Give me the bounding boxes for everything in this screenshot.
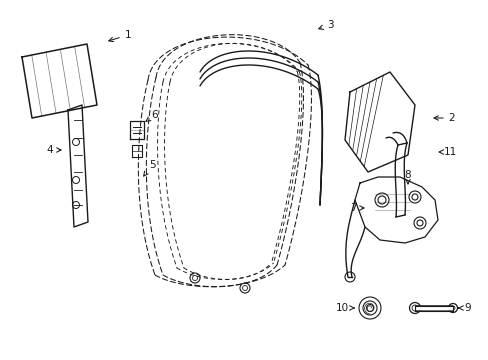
Text: 9: 9 [458, 303, 470, 313]
Text: 3: 3 [318, 20, 333, 30]
Text: 6: 6 [145, 110, 158, 121]
Text: 2: 2 [433, 113, 454, 123]
Text: 1: 1 [108, 30, 131, 42]
Text: 11: 11 [438, 147, 456, 157]
Text: 7: 7 [349, 203, 363, 213]
Text: 5: 5 [143, 160, 155, 176]
Text: 8: 8 [404, 170, 410, 184]
Text: 10: 10 [335, 303, 354, 313]
Text: 4: 4 [46, 145, 61, 155]
